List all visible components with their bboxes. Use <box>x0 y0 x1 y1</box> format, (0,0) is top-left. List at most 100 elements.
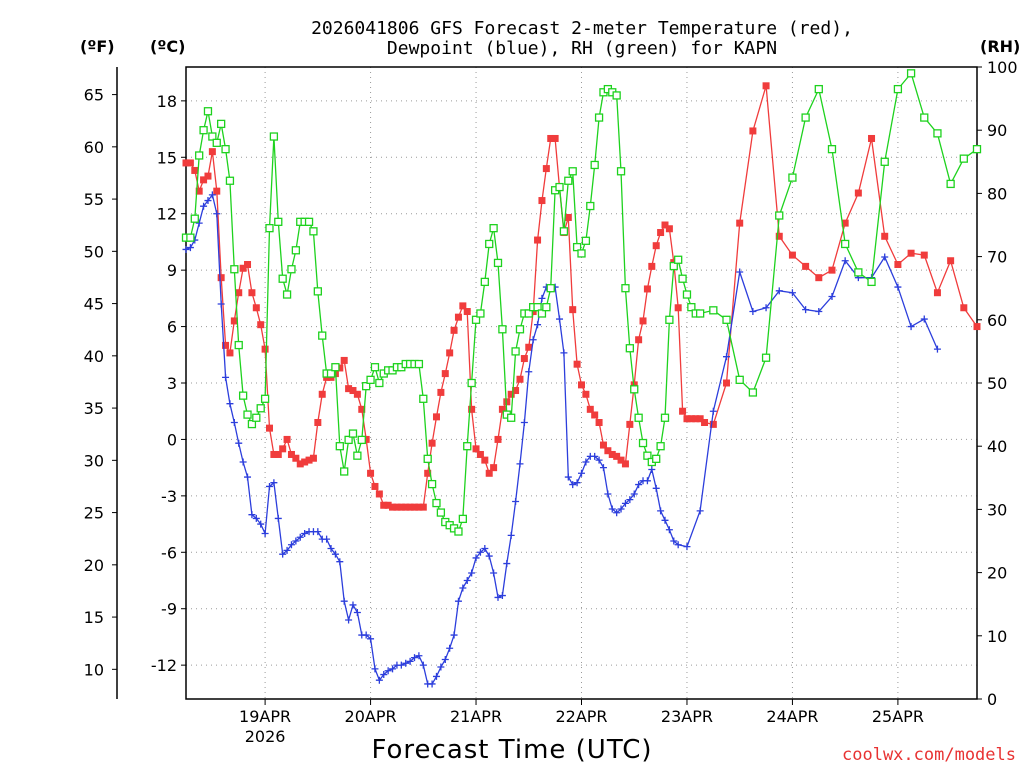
temperature-point <box>687 415 695 423</box>
temperature-point <box>538 197 546 205</box>
rh-tick-label: 70 <box>987 248 1007 267</box>
temperature-point <box>208 148 216 156</box>
dewpoint-point <box>802 306 810 314</box>
rh-point <box>511 347 520 356</box>
temperature-point <box>204 172 212 180</box>
rh-point <box>586 201 595 211</box>
dewpoint-point <box>683 543 691 551</box>
dewpoint-point <box>626 496 634 504</box>
dewpoint-point <box>736 268 744 276</box>
rh-point <box>616 167 626 176</box>
dewpoint-point <box>186 244 194 252</box>
rh-point <box>643 451 652 460</box>
celsius-tick-label: 18 <box>157 92 177 111</box>
rh-point <box>572 242 582 252</box>
rh-point <box>788 173 797 182</box>
rh-point <box>880 157 889 166</box>
dewpoint-point <box>226 400 234 408</box>
rh-point <box>326 369 336 378</box>
temperature-point <box>920 251 928 259</box>
rh-point <box>612 91 621 100</box>
rh-point <box>893 84 903 94</box>
dewpoint-point <box>828 292 836 300</box>
rh-point <box>340 467 349 476</box>
fahrenheit-tick-label: 60 <box>84 138 104 157</box>
dewpoint-point <box>182 245 190 253</box>
dewpoint-point <box>397 661 405 669</box>
dewpoint-point <box>454 597 462 605</box>
temperature-point <box>402 503 410 511</box>
dewpoint-point <box>283 546 291 554</box>
rh-point <box>625 344 634 353</box>
rh-point <box>282 290 292 299</box>
dewpoint-point <box>244 473 252 481</box>
dewpoint-point <box>279 550 287 558</box>
temperature-point <box>639 317 647 325</box>
dewpoint-point <box>630 490 638 498</box>
temperature-point <box>283 435 291 443</box>
temperature-point <box>621 460 629 468</box>
dewpoint-point <box>459 584 467 592</box>
temperature-point <box>494 435 502 443</box>
rh-point <box>195 151 204 160</box>
celsius-tick-label: 12 <box>157 205 177 224</box>
x-tick-label: 19APR <box>239 707 291 726</box>
celsius-tick-label: 15 <box>157 148 177 167</box>
dewpoint-point <box>665 526 673 534</box>
temperature-point <box>375 490 383 498</box>
temperature-point <box>960 304 968 312</box>
dewpoint-point <box>709 407 717 415</box>
temperature-point <box>643 285 651 293</box>
temperature-point <box>428 439 436 447</box>
temperature-point <box>371 482 379 490</box>
dewpoint-point <box>402 659 410 667</box>
rh-point <box>775 211 784 220</box>
dewpoint-point <box>450 631 458 639</box>
rh-point <box>841 239 850 249</box>
dewpoint-point <box>472 554 480 562</box>
temperature-point <box>564 213 572 221</box>
dewpoint-point <box>643 477 651 485</box>
fahrenheit-tick-label: 10 <box>84 660 104 679</box>
temperature-point <box>617 456 625 464</box>
temperature-point <box>252 304 260 312</box>
temperature-point <box>257 321 265 329</box>
dewpoint-point <box>617 505 625 513</box>
rh-point <box>252 413 261 422</box>
rh-point <box>507 413 516 422</box>
fahrenheit-tick-label: 15 <box>84 608 104 627</box>
dewpoint-point <box>608 505 616 513</box>
rh-point <box>735 375 744 384</box>
temperature-point <box>828 266 836 274</box>
dewpoint-point <box>345 616 353 624</box>
rh-point <box>432 498 441 508</box>
dewpoint-point <box>525 368 533 376</box>
temperature-point <box>881 232 889 240</box>
rh-point <box>335 442 344 451</box>
temperature-point <box>894 261 902 268</box>
dewpoint-point <box>248 511 256 519</box>
temperature-point <box>723 379 731 387</box>
rh-point <box>564 176 573 185</box>
dewpoint-point <box>419 661 427 669</box>
dewpoint-point <box>257 520 265 528</box>
dewpoint-point <box>292 537 300 545</box>
fahrenheit-unit-label: (ºF) <box>80 37 115 56</box>
dewpoint-point <box>437 663 445 671</box>
rh-point <box>920 113 929 122</box>
temperature-point <box>182 159 190 167</box>
fahrenheit-tick-label: 45 <box>84 295 104 314</box>
temperature-point <box>437 388 445 396</box>
dewpoint-point <box>933 345 941 353</box>
dewpoint-point <box>529 336 537 344</box>
rh-point <box>212 138 221 147</box>
chart-title-line-2: Dewpoint (blue), RH (green) for KAPN <box>387 38 777 59</box>
temperature-point <box>463 308 471 316</box>
dewpoint-point <box>569 481 577 489</box>
rh-point <box>652 454 661 463</box>
rh-point <box>493 258 503 268</box>
rh-point <box>660 413 670 422</box>
rh-point <box>972 145 982 154</box>
rh-point <box>309 227 318 236</box>
rh-point <box>419 394 428 403</box>
